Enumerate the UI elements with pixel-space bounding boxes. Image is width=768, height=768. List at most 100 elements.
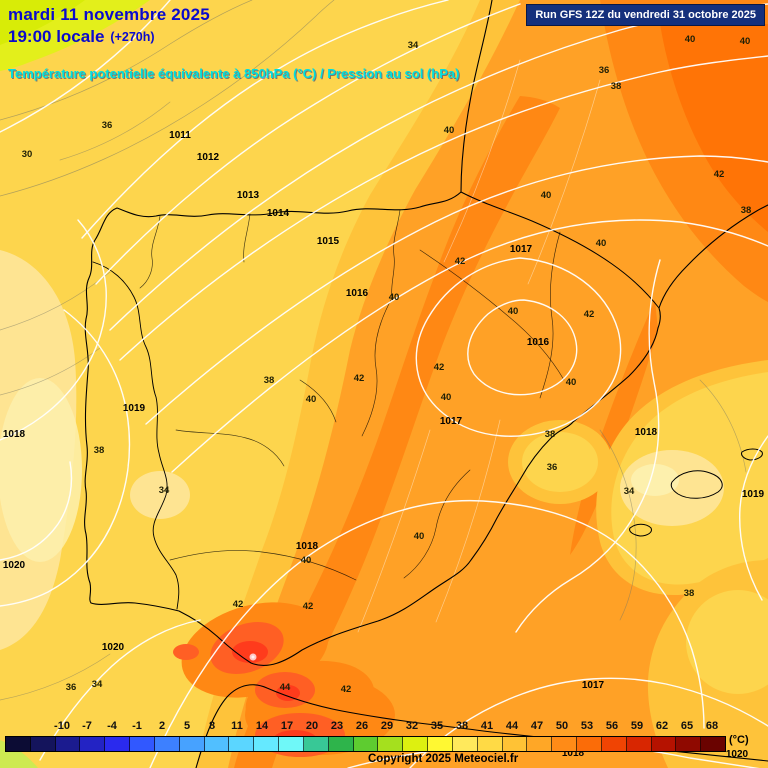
pressure-label: 1014 — [267, 208, 290, 219]
colorbar-segment — [701, 737, 726, 751]
colorbar-segment — [527, 737, 553, 751]
temperature-label: 30 — [22, 149, 33, 160]
colorbar-segment — [378, 737, 404, 751]
temperature-label: 40 — [508, 306, 519, 317]
temperature-label: 34 — [624, 486, 635, 497]
temperature-label: 38 — [264, 375, 275, 386]
colorbar-tick: 11 — [231, 720, 243, 732]
colorbar-segment — [626, 737, 652, 751]
colorbar-segment — [6, 737, 31, 751]
colorbar-tick: 8 — [208, 720, 216, 732]
colorbar-segment — [403, 737, 429, 751]
date-title: mardi 11 novembre 2025 — [8, 5, 210, 24]
theta-e-region — [660, 24, 768, 232]
colorbar-segment — [577, 737, 602, 751]
isobar-path — [0, 219, 107, 441]
ibiza-island — [629, 523, 652, 537]
colorbar-tick: 65 — [680, 720, 694, 732]
temperature-label: 42 — [233, 599, 244, 610]
isobar-path — [0, 0, 171, 133]
pressure-label: 1020 — [726, 749, 749, 760]
colorbar-segment — [130, 737, 155, 751]
isobar-path — [95, 3, 521, 285]
colorbar-segment — [80, 737, 106, 751]
isobar-path — [0, 461, 73, 561]
colorbar-tick: 62 — [655, 720, 669, 732]
temperature-label: 38 — [611, 81, 622, 92]
forecast-offset: (+270h) — [110, 30, 155, 44]
isobar-path — [0, 309, 131, 607]
temperature-label: 40 — [389, 292, 400, 303]
temperature-label: 36 — [66, 682, 77, 693]
colorbar-tick: 32 — [405, 720, 419, 732]
theta-e-region — [276, 685, 300, 701]
theta-e-region — [522, 432, 598, 492]
theta-e-region — [686, 590, 768, 694]
map-labels-layer: 1011 1012 1013 1014 1015 1016 1017 1016 1017 1019… — [3, 34, 765, 760]
temperature-label: 42 — [303, 601, 314, 612]
copyright-text: Copyright 2025 Meteociel.fr — [368, 753, 519, 765]
pressure-label: 1015 — [317, 236, 340, 247]
isobar-path — [171, 219, 768, 473]
pressure-label: 1013 — [237, 190, 260, 201]
pressure-label: 1016 — [346, 288, 369, 299]
theta-e-region — [251, 655, 255, 659]
pressure-label: 1018 — [296, 541, 319, 552]
colorbar-tick: 5 — [183, 720, 191, 732]
temperature-label: 42 — [354, 373, 365, 384]
colorbar-tick: 17 — [280, 720, 294, 732]
temperature-label: 40 — [740, 36, 751, 47]
temperature-label: 40 — [414, 531, 425, 542]
colorbar-tick: 26 — [355, 720, 369, 732]
isobar-path — [467, 299, 578, 396]
temperature-label: 40 — [596, 238, 607, 249]
theta-e-region — [232, 641, 268, 663]
temperature-label: 34 — [408, 40, 419, 51]
temperature-label: 42 — [434, 362, 445, 373]
pressure-label: 1020 — [3, 560, 26, 571]
colorbar-segment — [30, 737, 56, 751]
colorbar-segment — [477, 737, 503, 751]
isobar-path — [149, 500, 705, 768]
temperature-label: 40 — [444, 125, 455, 136]
temperature-label: 40 — [541, 190, 552, 201]
pressure-label: 1012 — [197, 152, 220, 163]
pressure-label: 1020 — [102, 642, 125, 653]
colorbar-tick: 50 — [555, 720, 569, 732]
theta-e-region — [631, 464, 679, 496]
thin-contour-layer — [0, 0, 747, 701]
temperature-label: 38 — [545, 429, 556, 440]
colorbar-segment — [55, 737, 81, 751]
temperature-label: 44 — [280, 682, 291, 693]
pressure-label: 1019 — [123, 403, 146, 414]
isobar-path — [39, 619, 201, 761]
colorbar-tick: 20 — [305, 720, 319, 732]
local-time-text: 19:00 locale — [8, 27, 105, 46]
temperature-label: 38 — [741, 205, 752, 216]
local-time-title: 19:00 locale (+270h) — [8, 27, 155, 47]
colorbar-tick: 53 — [580, 720, 594, 732]
temperature-label: 42 — [341, 684, 352, 695]
theta-e-region — [173, 644, 199, 660]
isobar-path — [515, 259, 661, 633]
temperature-label: 40 — [306, 394, 317, 405]
isobar-path — [145, 155, 768, 425]
temperature-label: 40 — [685, 34, 696, 45]
colorbar-tick: 56 — [605, 720, 619, 732]
pressure-label: 1016 — [527, 337, 550, 348]
pressure-label: 1017 — [510, 244, 533, 255]
colorbar-tick: 47 — [530, 720, 544, 732]
temperature-label: 36 — [599, 65, 610, 76]
colorbar-segment — [154, 737, 180, 751]
pressure-label: 1018 — [3, 429, 26, 440]
colorbar-segment — [353, 737, 379, 751]
colorbar-tick: 2 — [158, 720, 166, 732]
colorbar-unit-label: (°C) — [729, 734, 749, 746]
colorbar-tick: 41 — [480, 720, 494, 732]
temperature-label: 38 — [684, 588, 695, 599]
temperature-label: 36 — [102, 120, 113, 131]
colorbar-segment — [279, 737, 304, 751]
colorbar-tick: 59 — [630, 720, 644, 732]
